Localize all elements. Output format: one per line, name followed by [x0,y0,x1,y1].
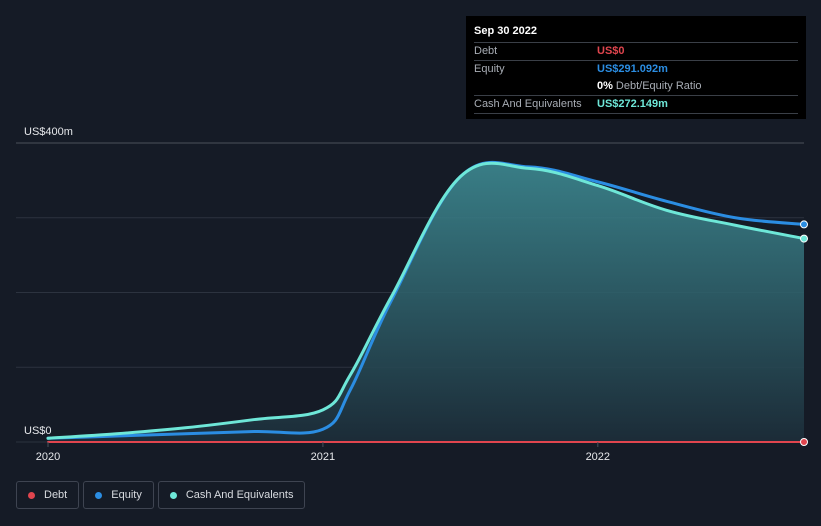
tooltip-row-ratio: 0% Debt/Equity Ratio [474,78,798,95]
x-tick-label-0: 2020 [36,451,60,463]
tooltip-cash-value: US$272.149m [597,98,668,110]
x-tick-label-2: 2022 [586,451,610,463]
tooltip-equity-label: Equity [474,63,505,75]
legend-item-debt[interactable]: Debt [16,481,80,509]
series-line-cash-and-equivalents [46,161,806,440]
tooltip-debt-value: US$0 [597,45,625,57]
tooltip-cash-label: Cash And Equivalents [474,98,582,110]
tooltip-row-equity: Equity US$291.092m [474,60,798,78]
legend-label-cash: Cash And Equivalents [185,489,294,501]
end-point-equity [800,220,808,229]
y-tick-label-0: US$0 [24,425,52,437]
tooltip-ratio-label: Debt/Equity Ratio [615,80,702,92]
tooltip-equity-value: US$291.092m [597,63,668,75]
y-tick-label-1: US$400m [24,126,73,138]
data-tooltip: Sep 30 2022 Debt US$0 Equity US$291.092m… [466,16,806,119]
tooltip-row-debt: Debt US$0 [474,42,798,60]
legend-label-debt: Debt [44,489,68,501]
legend-item-cash[interactable]: Cash And Equivalents [157,481,306,509]
tooltip-debt-label: Debt [474,45,498,57]
end-point-debt [800,438,808,446]
tooltip-row-cash: Cash And Equivalents US$272.149m [474,95,798,114]
chart-legend: Debt Equity Cash And Equivalents [16,481,306,509]
legend-item-equity[interactable]: Equity [83,481,154,509]
legend-dot-equity [95,491,103,499]
legend-dot-debt [28,491,35,499]
x-tick-label-1: 2021 [311,451,335,463]
cash-area [48,163,804,442]
end-point-cash-and-equivalents [800,234,808,243]
legend-dot-cash [169,491,177,499]
tooltip-ratio-pct: 0% [597,80,613,92]
tooltip-date: Sep 30 2022 [474,25,537,37]
legend-label-equity: Equity [111,489,142,501]
